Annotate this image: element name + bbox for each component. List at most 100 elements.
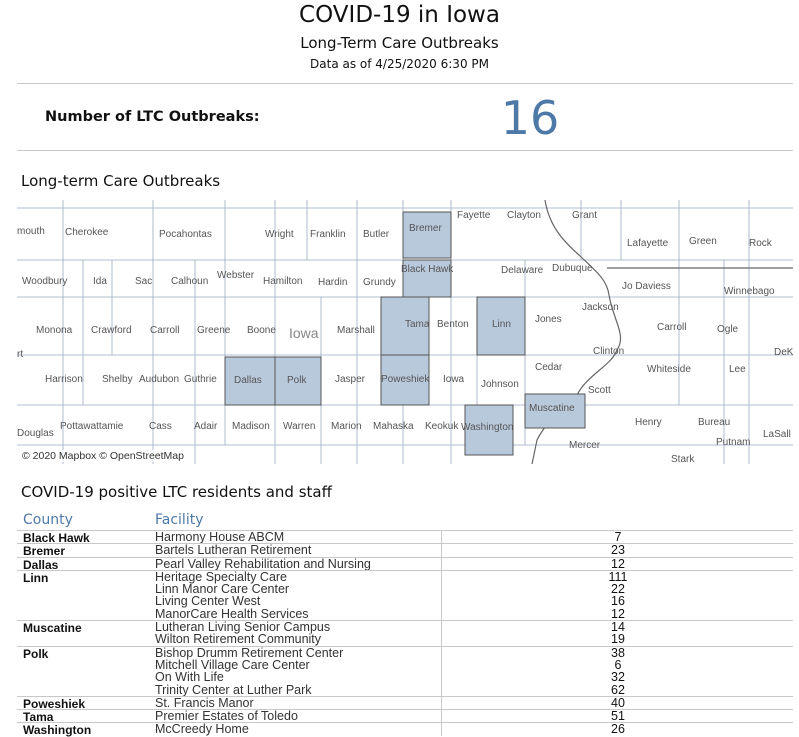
outbreak-counties xyxy=(224,211,586,456)
county-cell: Linn xyxy=(23,570,49,585)
table-row[interactable]: Trinity Center at Luther Park 62 xyxy=(17,683,793,696)
county-label: Lee xyxy=(729,364,746,375)
county-label: Warren xyxy=(283,421,315,432)
county-shape-dallas[interactable] xyxy=(224,356,276,406)
county-label: Ogle xyxy=(717,324,739,335)
table-row[interactable]: Black Hawk Harmony House ABCM 7 xyxy=(17,530,794,544)
county-shape-bremer[interactable] xyxy=(402,211,452,259)
facility-cell: Bishop Drumm Retirement Center xyxy=(155,645,344,660)
outbreak-count-value: 16 xyxy=(500,91,560,145)
county-label: Winnebago xyxy=(724,286,775,297)
county-label: Polk xyxy=(287,375,307,386)
facility-cell: Premier Estates of Toledo xyxy=(155,709,298,724)
county-label: Fayette xyxy=(457,210,491,221)
county-cell: Tama xyxy=(23,710,54,725)
county-label: Ida xyxy=(93,276,107,287)
outbreak-map[interactable]: mouth Cherokee Pocahontas Wright Franklin But… xyxy=(17,200,793,464)
facility-cell: McCreedy Home xyxy=(155,722,249,737)
county-map-svg[interactable]: mouth Cherokee Pocahontas Wright Franklin But… xyxy=(17,200,793,464)
ltc-table: County Facility Black Hawk Harmony House … xyxy=(17,510,794,737)
county-label: Dubuque xyxy=(552,263,593,274)
county-label: Washington xyxy=(461,422,513,433)
county-label: Stark xyxy=(671,454,695,464)
county-shape-muscatine[interactable] xyxy=(524,393,586,429)
county-cell: Muscatine xyxy=(23,621,82,636)
case-count-cell: 16 xyxy=(441,595,794,608)
county-cell: Bremer xyxy=(23,544,66,559)
table-row[interactable]: Dallas Pearl Valley Rehabilitation and Nu… xyxy=(17,556,794,572)
data-timestamp: Data as of 4/25/2020 6:30 PM xyxy=(310,57,489,71)
county-shape-poweshiek[interactable] xyxy=(380,354,430,406)
table-row[interactable]: Polk Bishop Drumm Retirement Center 38 xyxy=(17,645,793,661)
table-row[interactable]: Tama Premier Estates of Toledo 51 xyxy=(17,709,793,725)
table-row[interactable]: Living Center West 16 xyxy=(17,595,794,608)
county-label: mouth xyxy=(17,226,45,237)
column-header-facility[interactable]: Facility xyxy=(155,512,204,528)
county-label: Henry xyxy=(635,417,662,428)
county-label: Putnam xyxy=(716,437,750,448)
case-count-cell: 7 xyxy=(441,531,794,543)
county-label: Wright xyxy=(265,229,294,240)
county-label: Scott xyxy=(588,385,611,396)
county-shape-tama[interactable] xyxy=(380,296,430,356)
county-cell: Washington xyxy=(23,723,92,737)
county-label: Clayton xyxy=(507,210,541,221)
table-row[interactable]: Poweshiek St. Francis Manor 40 xyxy=(17,695,793,710)
table-row[interactable]: Muscatine Lutheran Living Senior Campus 14 xyxy=(17,620,793,636)
county-label: Whiteside xyxy=(647,364,691,375)
county-label: Grundy xyxy=(363,277,396,288)
table-row[interactable]: Wilton Retirement Community 19 xyxy=(17,633,793,646)
case-count-cell: 22 xyxy=(441,583,794,596)
county-shape-polk[interactable] xyxy=(274,356,322,406)
table-row[interactable]: Bremer Bartels Lutheran Retirement 23 xyxy=(17,543,794,559)
county-label: Delaware xyxy=(501,265,544,276)
facility-cell: Harmony House ABCM xyxy=(155,530,285,544)
county-label: Woodbury xyxy=(22,276,67,287)
county-cell: Polk xyxy=(23,646,49,661)
case-count-cell: 26 xyxy=(441,723,794,736)
table-row[interactable]: Washington McCreedy Home 26 xyxy=(17,722,794,737)
facility-cell: Lutheran Living Senior Campus xyxy=(155,620,331,635)
county-label: Benton xyxy=(437,319,469,330)
column-header-county[interactable]: County xyxy=(23,512,73,528)
county-label: Carroll xyxy=(150,325,179,336)
county-label: Cass xyxy=(149,421,172,432)
county-label: Marshall xyxy=(337,325,375,336)
county-label: Clinton xyxy=(593,346,624,357)
table-row[interactable]: Mitchell Village Care Center 6 xyxy=(17,659,793,672)
county-label: Green xyxy=(689,236,717,247)
county-shape-linn[interactable] xyxy=(476,296,526,356)
county-label: Carroll xyxy=(657,322,686,333)
county-label: Rock xyxy=(749,238,773,249)
county-label: LaSall xyxy=(763,429,791,440)
county-label: Mahaska xyxy=(373,421,414,432)
county-shape-black-hawk[interactable] xyxy=(402,259,452,298)
divider xyxy=(17,150,793,151)
county-label: rt xyxy=(17,349,23,360)
facility-cell: Pearl Valley Rehabilitation and Nursing xyxy=(155,556,371,571)
county-label: Greene xyxy=(197,325,231,336)
county-cell: Dallas xyxy=(23,557,59,572)
case-count-cell: 12 xyxy=(441,557,794,570)
county-label: Mercer xyxy=(569,440,601,451)
table-row[interactable]: On With Life 32 xyxy=(17,671,793,684)
county-label: Poweshiek xyxy=(381,374,430,385)
table-row[interactable]: ManorCare Health Services 12 xyxy=(17,607,794,620)
map-attribution[interactable]: © 2020 Mapbox © OpenStreetMap xyxy=(20,450,186,462)
county-label: Marion xyxy=(331,421,362,432)
county-label: Tama xyxy=(405,319,430,330)
table-row[interactable]: Linn Heritage Specialty Care 111 xyxy=(17,569,793,585)
case-count-cell: 23 xyxy=(441,544,794,557)
county-label: Franklin xyxy=(310,229,346,240)
county-label: Jackson xyxy=(582,302,619,313)
county-label: Boone xyxy=(247,325,276,336)
case-count-cell: 12 xyxy=(441,607,794,620)
county-label: Dallas xyxy=(234,375,262,386)
divider xyxy=(17,83,793,84)
table-row[interactable]: Linn Manor Care Center 22 xyxy=(17,583,794,596)
county-shape-washington[interactable] xyxy=(464,404,514,456)
county-label: Johnson xyxy=(481,379,519,390)
table-title: COVID-19 positive LTC residents and staf… xyxy=(21,483,332,501)
facility-cell: Bartels Lutheran Retirement xyxy=(155,543,312,558)
table-body: Black Hawk Harmony House ABCM 7 Bremer Barte… xyxy=(17,530,794,737)
